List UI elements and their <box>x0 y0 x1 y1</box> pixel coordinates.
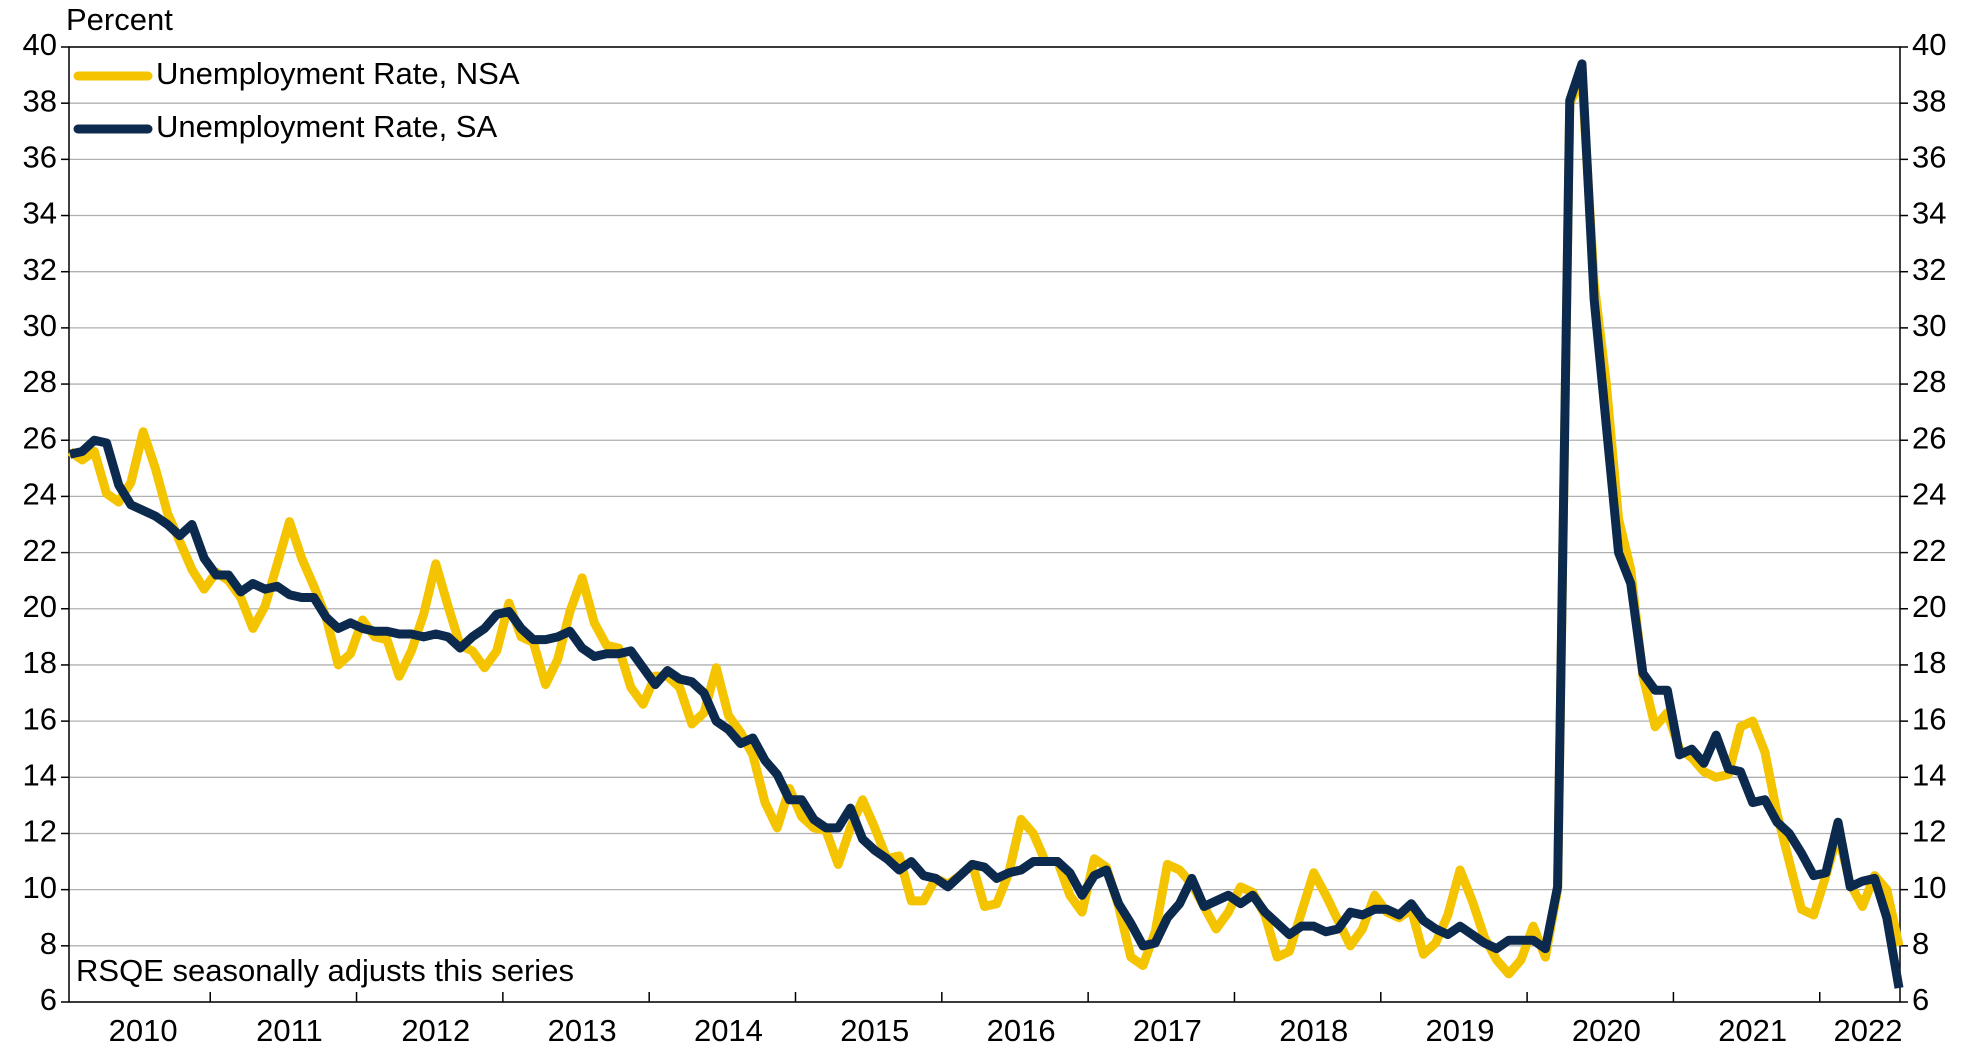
y-tick-label: 22 <box>23 533 57 568</box>
y-tick-label: 18 <box>23 645 57 680</box>
y-axis-label: Percent <box>66 2 173 37</box>
y2-tick-label: 38 <box>1912 83 1946 118</box>
y-tick-label: 16 <box>23 701 57 736</box>
y-tick-label: 30 <box>23 308 57 343</box>
y2-tick-label: 16 <box>1912 701 1946 736</box>
x-tick-label: 2018 <box>1279 1013 1348 1048</box>
y2-tick-label: 26 <box>1912 420 1946 455</box>
y2-tick-label: 22 <box>1912 533 1946 568</box>
y2-tick-label: 32 <box>1912 252 1946 287</box>
y2-tick-label: 8 <box>1912 926 1929 961</box>
x-tick-label: 2019 <box>1426 1013 1495 1048</box>
y-tick-label: 32 <box>23 252 57 287</box>
y-tick-label: 28 <box>23 364 57 399</box>
y2-tick-label: 24 <box>1912 477 1946 512</box>
y2-tick-label: 18 <box>1912 645 1946 680</box>
y-tick-label: 38 <box>23 83 57 118</box>
y-tick-label: 26 <box>23 420 57 455</box>
y2-tick-label: 28 <box>1912 364 1946 399</box>
legend-label: Unemployment Rate, NSA <box>156 56 520 91</box>
x-tick-label: 2017 <box>1133 1013 1202 1048</box>
y-tick-label: 14 <box>23 757 57 792</box>
y-tick-label: 24 <box>23 477 57 512</box>
x-tick-label: 2021 <box>1718 1013 1787 1048</box>
y2-tick-label: 14 <box>1912 757 1946 792</box>
series-line <box>67 73 1904 979</box>
x-tick-label: 2016 <box>987 1013 1056 1048</box>
x-tick-label: 2011 <box>256 1013 323 1048</box>
y-tick-label: 36 <box>23 140 57 175</box>
y2-tick-label: 36 <box>1912 140 1946 175</box>
x-tick-label: 2012 <box>401 1013 470 1048</box>
x-tick-label: 2014 <box>694 1013 763 1048</box>
y2-tick-label: 6 <box>1912 982 1929 1017</box>
plot-frame <box>68 46 1901 1003</box>
annotation: RSQE seasonally adjusts this series <box>76 953 574 988</box>
y2-tick-label: 30 <box>1912 308 1946 343</box>
x-tick-label: 2022 <box>1834 1013 1903 1048</box>
y-tick-label: 6 <box>40 982 57 1017</box>
y2-tick-label: 20 <box>1912 589 1946 624</box>
y2-tick-label: 10 <box>1912 870 1946 905</box>
x-tick-label: 2010 <box>109 1013 178 1048</box>
y-tick-label: 20 <box>23 589 57 624</box>
y-tick-label: 34 <box>23 196 57 231</box>
y2-tick-label: 12 <box>1912 814 1946 849</box>
y-tick-label: 10 <box>23 870 57 905</box>
y-tick-label: 40 <box>23 27 57 62</box>
y-tick-label: 8 <box>40 926 57 961</box>
legend-label: Unemployment Rate, SA <box>156 109 497 144</box>
x-tick-label: 2020 <box>1572 1013 1641 1048</box>
y-tick-label: 12 <box>23 814 57 849</box>
series-line <box>68 59 1904 989</box>
y2-tick-label: 40 <box>1912 27 1946 62</box>
x-tick-label: 2015 <box>840 1013 909 1048</box>
x-tick-label: 2013 <box>548 1013 617 1048</box>
y2-tick-label: 34 <box>1912 196 1946 231</box>
